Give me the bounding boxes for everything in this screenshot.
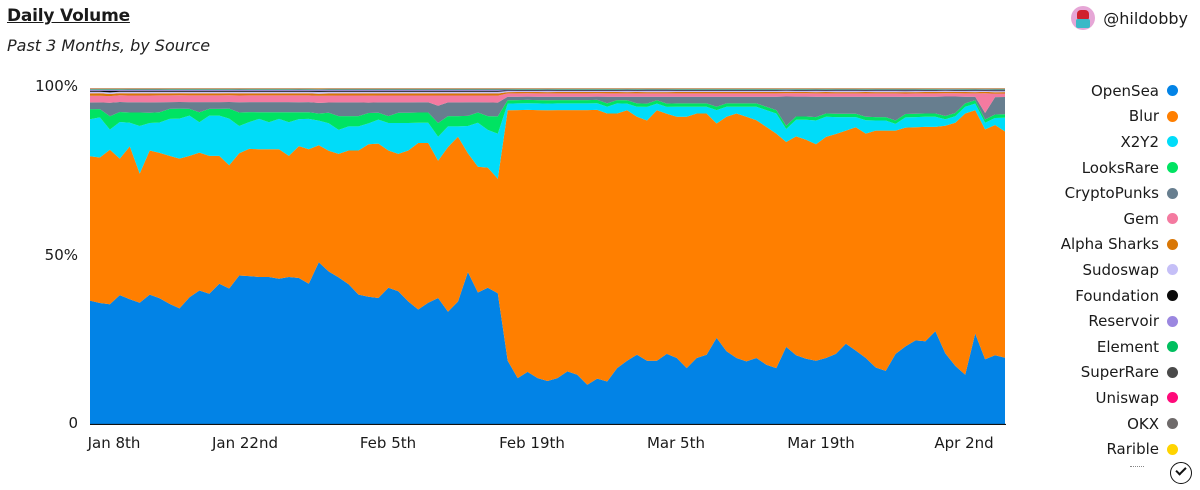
y-tick-0: 0: [68, 414, 78, 432]
legend-label: Uniswap: [1095, 388, 1159, 407]
area-blur[interactable]: [90, 109, 1005, 385]
legend-label: LooksRare: [1081, 158, 1159, 177]
legend-dot-icon: [1167, 85, 1178, 97]
x-tick: Feb 5th: [359, 434, 417, 452]
legend-dot-icon: [1167, 392, 1178, 404]
legend-item-blur[interactable]: Blur: [1061, 104, 1178, 130]
legend-label: SuperRare: [1080, 363, 1159, 382]
legend-label: Alpha Sharks: [1060, 235, 1159, 254]
legend-label: OpenSea: [1090, 81, 1159, 100]
legend-dot-icon: [1167, 213, 1178, 225]
legend-label: Foundation: [1075, 286, 1159, 305]
area-sudoswap[interactable]: [90, 90, 1005, 94]
x-tick: Mar 5th: [646, 434, 706, 452]
y-tick-100: 100%: [35, 77, 78, 95]
legend-label: Sudoswap: [1082, 260, 1159, 279]
x-tick: Mar 19th: [787, 434, 855, 452]
legend-dot-icon: [1167, 443, 1178, 455]
legend-item-sudoswap[interactable]: Sudoswap: [1061, 257, 1178, 283]
legend-item-uniswap[interactable]: Uniswap: [1061, 385, 1178, 411]
x-tick: Jan 8th: [87, 434, 141, 452]
legend-label: Blur: [1128, 107, 1159, 126]
area-alpha-sharks[interactable]: [90, 91, 1005, 97]
legend-label: Rarible: [1106, 440, 1159, 459]
area-element[interactable]: [90, 89, 1005, 90]
area-gem[interactable]: [90, 93, 1005, 113]
legend-label: OKX: [1127, 414, 1159, 433]
legend-item-opensea[interactable]: OpenSea: [1061, 78, 1178, 104]
avatar-icon: [1071, 6, 1096, 30]
area-reservoir[interactable]: [90, 89, 1005, 91]
legend-dot-icon: [1167, 290, 1178, 302]
legend-more-indicator: [1130, 466, 1144, 469]
x-tick: Apr 2nd: [934, 434, 994, 452]
legend-item-rarible[interactable]: Rarible: [1061, 436, 1178, 462]
legend-item-foundation[interactable]: Foundation: [1061, 283, 1178, 309]
legend-item-superrare[interactable]: SuperRare: [1061, 360, 1178, 386]
area-x2y2[interactable]: [90, 103, 1005, 179]
legend-label: Element: [1096, 337, 1159, 356]
legend-item-element[interactable]: Element: [1061, 334, 1178, 360]
legend-dot-icon: [1167, 264, 1178, 276]
check-icon[interactable]: [1170, 462, 1192, 484]
chart-subtitle: Past 3 Months, by Source: [7, 36, 211, 55]
legend-dot-icon: [1167, 315, 1178, 327]
x-tick: Feb 19th: [499, 434, 565, 452]
legend-dot-icon: [1167, 136, 1178, 148]
area-foundation[interactable]: [90, 90, 1005, 93]
y-tick-50: 50%: [44, 246, 78, 264]
legend-item-okx[interactable]: OKX: [1061, 411, 1178, 437]
legend-item-alpha-sharks[interactable]: Alpha Sharks: [1061, 232, 1178, 258]
legend-item-cryptopunks[interactable]: CryptoPunks: [1061, 180, 1178, 206]
legend-label: Gem: [1123, 209, 1159, 228]
legend-label: Reservoir: [1088, 312, 1159, 331]
area-cryptopunks[interactable]: [90, 96, 1005, 126]
legend-label: X2Y2: [1120, 132, 1159, 151]
area-looksrare[interactable]: [90, 99, 1005, 137]
stacked-area-plot[interactable]: [90, 88, 1006, 425]
legend-dot-icon: [1167, 418, 1178, 430]
legend-item-gem[interactable]: Gem: [1061, 206, 1178, 232]
legend-label: CryptoPunks: [1064, 184, 1159, 203]
legend-item-x2y2[interactable]: X2Y2: [1061, 129, 1178, 155]
legend-dot-icon: [1167, 238, 1178, 250]
area-opensea[interactable]: [90, 262, 1005, 425]
legend-dot-icon: [1167, 366, 1178, 378]
author-badge[interactable]: @hildobby: [1071, 6, 1188, 30]
legend-dot-icon: [1167, 187, 1178, 199]
legend-dot-icon: [1167, 162, 1178, 174]
author-handle: @hildobby: [1103, 8, 1188, 28]
legend: OpenSea Blur X2Y2 LooksRare CryptoPunks Gem Al…: [1061, 78, 1178, 462]
legend-dot-icon: [1167, 341, 1178, 353]
legend-dot-icon: [1167, 110, 1178, 122]
legend-item-reservoir[interactable]: Reservoir: [1061, 308, 1178, 334]
chart-title: Daily Volume: [7, 6, 130, 26]
legend-item-looksrare[interactable]: LooksRare: [1061, 155, 1178, 181]
x-tick: Jan 22nd: [211, 434, 279, 452]
